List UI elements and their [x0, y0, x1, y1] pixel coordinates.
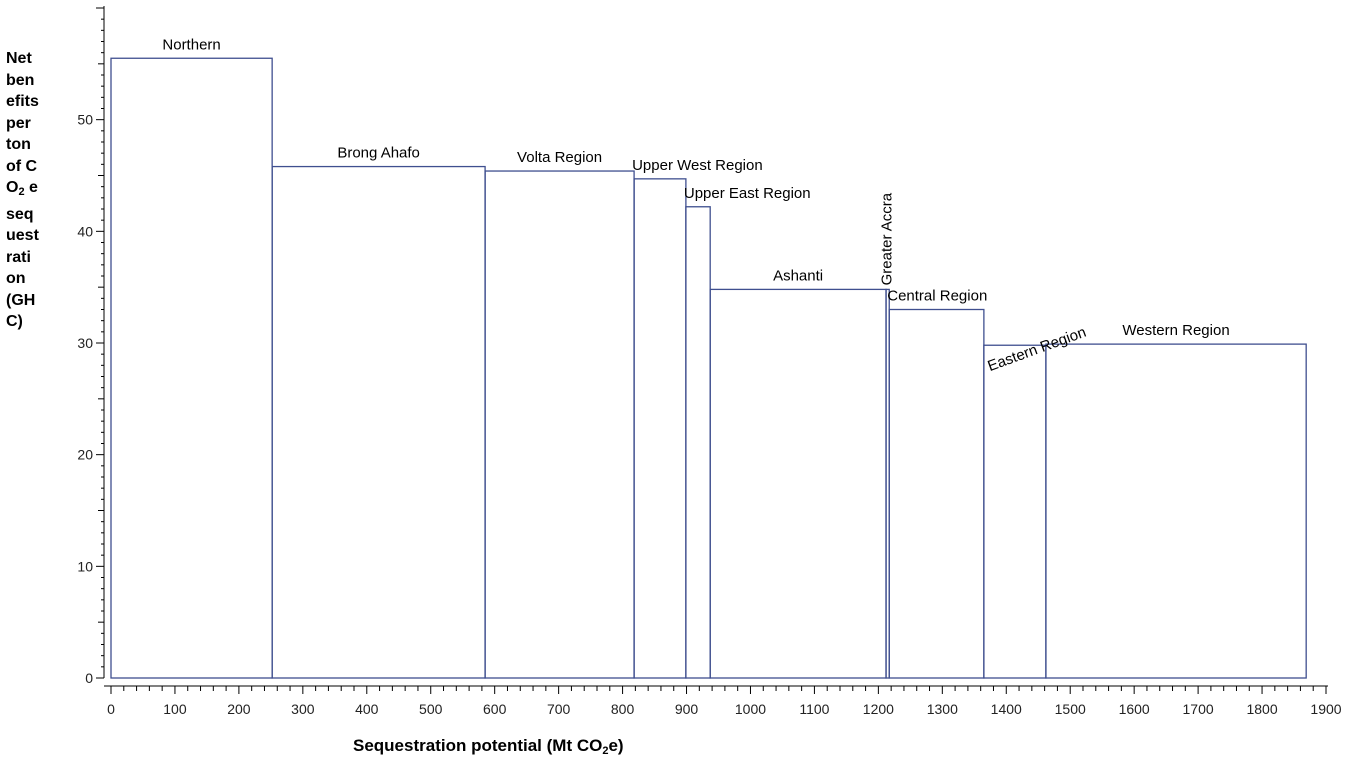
- bar-label: Northern: [162, 36, 220, 53]
- bar-central-region: [888, 308, 985, 679]
- x-tick-label: 1500: [1055, 701, 1086, 717]
- x-tick-label: 0: [107, 701, 115, 717]
- bar-label: Volta Region: [517, 149, 602, 166]
- x-ticks: 0 100 200 300 400 500 600 700 800 900 1000 1100 1200…: [107, 686, 1342, 717]
- y-tick-label: 50: [77, 112, 93, 128]
- x-tick-label: 1200: [863, 701, 894, 717]
- x-tick-label: 400: [355, 701, 379, 717]
- x-tick-label: 700: [547, 701, 571, 717]
- bar-label: Greater Accra: [879, 192, 896, 285]
- y-axis-title: Net benefits per ton of CO2 e sequestrat…: [6, 50, 39, 330]
- bar-upper-east-region: [685, 206, 711, 679]
- bar-label: Upper West Region: [632, 157, 763, 174]
- bar-volta-region: [484, 170, 635, 679]
- bar-label: Ashanti: [773, 267, 823, 284]
- x-tick-label: 800: [611, 701, 635, 717]
- y-tick-label: 40: [77, 223, 93, 239]
- y-tick-label: 30: [77, 335, 93, 351]
- x-tick-label: 1700: [1183, 701, 1214, 717]
- bar-western-region: [1045, 343, 1307, 679]
- bar-northern: [110, 57, 273, 679]
- bar-label: Upper East Region: [684, 185, 811, 202]
- x-tick-label: 1300: [927, 701, 958, 717]
- x-tick-label: 100: [163, 701, 187, 717]
- x-tick-label: 300: [291, 701, 315, 717]
- bar-label: Central Region: [887, 288, 987, 305]
- x-tick-label: 1000: [735, 701, 766, 717]
- bar-labels: Northern Brong Ahafo Volta Region Upper Wes…: [162, 36, 1229, 375]
- y-tick-label: 0: [85, 670, 93, 686]
- x-tick-label: 1800: [1246, 701, 1277, 717]
- bar-label: Brong Ahafo: [337, 145, 420, 162]
- x-tick-label: 1900: [1310, 701, 1341, 717]
- x-tick-label: 1400: [991, 701, 1022, 717]
- y-ticks: 0 10 20 30 40 50: [77, 7, 104, 686]
- bar-brong-ahafo: [271, 165, 486, 679]
- x-tick-label: 200: [227, 701, 251, 717]
- bars-layer: [110, 57, 1307, 679]
- bar-label: Eastern Region: [985, 324, 1088, 375]
- bar-eastern-region: [983, 344, 1047, 679]
- x-tick-label: 600: [483, 701, 507, 717]
- axes-layer: [103, 6, 1328, 687]
- x-tick-label: 500: [419, 701, 443, 717]
- y-tick-label: 10: [77, 558, 93, 574]
- x-tick-label: 1600: [1119, 701, 1150, 717]
- x-axis-title: Sequestration potential (Mt CO2e): [353, 736, 624, 757]
- x-tick-label: 1100: [799, 701, 829, 717]
- bar-upper-west-region: [633, 178, 687, 679]
- x-tick-label: 900: [675, 701, 699, 717]
- bar-ashanti: [709, 288, 887, 679]
- y-tick-label: 20: [77, 447, 93, 463]
- bar-label: Western Region: [1122, 322, 1229, 339]
